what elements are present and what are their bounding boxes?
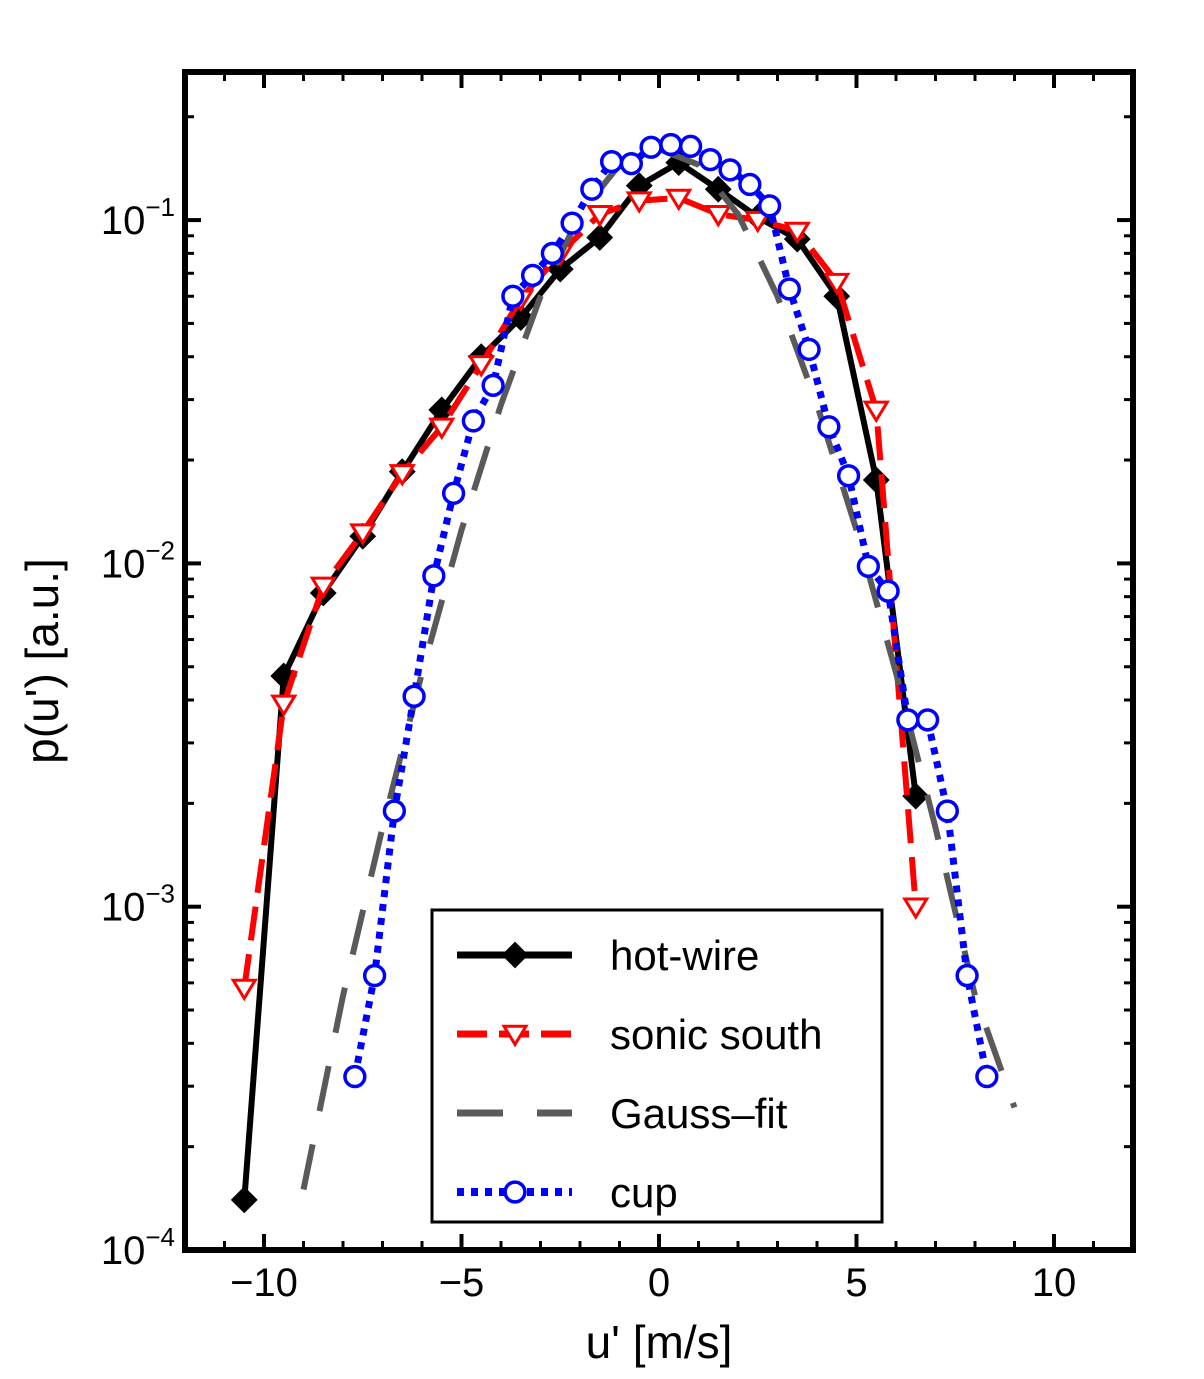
data-point — [896, 708, 920, 732]
data-point — [823, 272, 851, 296]
legend-marker — [503, 1180, 527, 1204]
legend-label: sonic south — [610, 1011, 822, 1058]
data-point — [270, 694, 298, 718]
data-point — [441, 481, 466, 505]
legend-item: cup — [457, 1169, 678, 1216]
plot-frame — [182, 69, 1136, 1253]
data-point — [402, 684, 426, 708]
legend-marker — [501, 1024, 529, 1048]
data-point — [757, 194, 782, 218]
x-axis-label: u' [m/s] — [586, 1316, 733, 1368]
data-point — [975, 1064, 999, 1089]
data-point — [665, 188, 693, 212]
data-point — [481, 373, 505, 398]
legend-marker — [501, 941, 529, 969]
data-point — [902, 897, 930, 921]
data-point — [625, 191, 653, 214]
data-point — [309, 576, 337, 600]
data-point — [862, 400, 890, 424]
data-point — [362, 963, 387, 988]
data-point — [698, 147, 722, 172]
data-point — [619, 152, 643, 176]
series-layer — [230, 132, 1018, 1214]
series-line — [351, 141, 991, 1078]
data-point — [738, 172, 762, 197]
data-point — [955, 963, 979, 988]
legend: hot-wire sonic south Gauss–fit cup — [430, 908, 884, 1224]
data-point — [718, 158, 742, 182]
data-point — [744, 210, 772, 234]
data-point — [915, 708, 940, 732]
y-tick-label: 10−2 — [101, 535, 175, 586]
data-point — [678, 134, 703, 158]
data-point — [230, 1186, 258, 1214]
data-point — [704, 205, 732, 228]
legend-item: hot-wire — [457, 932, 759, 979]
data-point — [797, 337, 821, 362]
x-tick-label: −10 — [230, 1261, 298, 1305]
series-sonic-south — [230, 188, 930, 1002]
data-point — [461, 409, 486, 433]
y-axis-label: p(u') [a.u.] — [16, 558, 68, 764]
data-point — [560, 211, 584, 235]
legend-box — [430, 908, 884, 1224]
data-point — [428, 417, 456, 441]
data-point — [349, 523, 377, 546]
legend-label: cup — [610, 1169, 678, 1216]
label-layer: −10 −5 0 5 10 10−1 10−2 10−3 10−4 — [101, 192, 1076, 1305]
data-point — [639, 135, 663, 159]
data-point — [343, 1064, 367, 1089]
legend-label: hot-wire — [610, 932, 759, 979]
data-point — [580, 177, 604, 201]
data-point — [230, 978, 258, 1002]
series-line — [241, 195, 919, 989]
data-point — [856, 554, 880, 579]
data-point — [382, 799, 407, 823]
legend-item: Gauss–fit — [457, 1090, 788, 1137]
data-point — [777, 277, 801, 301]
data-point — [817, 415, 841, 439]
y-tick-label: 10−4 — [101, 1222, 175, 1273]
data-point — [935, 799, 959, 823]
data-point — [586, 205, 614, 228]
x-tick-label: −5 — [439, 1261, 485, 1305]
data-point — [659, 132, 683, 157]
x-tick-label: 0 — [648, 1261, 670, 1305]
x-tick-label: 10 — [1032, 1261, 1077, 1305]
data-point — [467, 355, 495, 378]
data-point — [783, 221, 811, 245]
series-cup — [343, 132, 999, 1089]
data-point — [540, 241, 564, 266]
data-point — [388, 464, 416, 487]
y-tick-label: 10−1 — [101, 192, 175, 243]
data-point — [586, 224, 614, 251]
legend-label: Gauss–fit — [610, 1090, 788, 1137]
data-point — [422, 564, 446, 588]
y-tick-label: 10−3 — [101, 879, 175, 930]
data-point — [501, 284, 525, 308]
legend-item: sonic south — [457, 1011, 822, 1058]
data-point — [876, 579, 900, 603]
x-tick-label: 5 — [845, 1261, 867, 1305]
data-point — [599, 149, 624, 174]
data-point — [836, 464, 861, 488]
data-point — [520, 263, 545, 288]
